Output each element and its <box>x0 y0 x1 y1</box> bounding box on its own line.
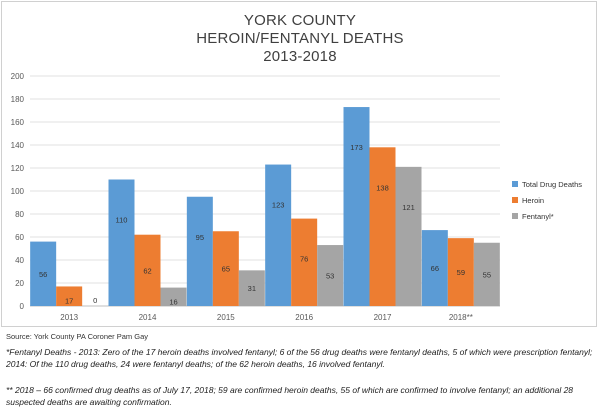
y-tick-label: 40 <box>15 256 24 265</box>
data-label: 17 <box>65 296 73 305</box>
legend-label: Fentanyl* <box>522 212 554 221</box>
data-label: 16 <box>169 298 177 307</box>
data-label: 62 <box>143 266 151 275</box>
bar <box>56 286 83 306</box>
data-label: 95 <box>196 233 204 242</box>
legend-label: Total Drug Deaths <box>522 180 583 189</box>
bar <box>265 164 292 306</box>
bar <box>421 230 448 306</box>
bar <box>395 166 422 306</box>
data-label: 173 <box>350 143 363 152</box>
footnote-2018: ** 2018 – 66 confirmed drug deaths as of… <box>6 385 574 407</box>
y-tick-label: 100 <box>11 187 25 196</box>
bar <box>186 196 213 306</box>
legend-label: Heroin <box>522 196 545 205</box>
y-tick-label: 120 <box>11 164 25 173</box>
chart-title-line-3: 2013-2018 <box>263 48 337 65</box>
data-label: 55 <box>483 270 491 279</box>
legend-item: Total Drug Deaths <box>512 180 582 190</box>
x-tick-label: 2015 <box>217 313 235 322</box>
x-tick-label: 2013 <box>60 313 78 322</box>
data-label: 138 <box>376 183 389 192</box>
bar <box>473 242 500 306</box>
bar <box>212 231 239 306</box>
y-tick-label: 180 <box>11 95 25 104</box>
data-label: 0 <box>93 296 97 305</box>
y-tick-label: 160 <box>11 118 25 127</box>
data-label: 123 <box>272 201 285 210</box>
bar <box>134 234 161 306</box>
y-tick-label: 140 <box>11 141 25 150</box>
bar <box>369 147 396 306</box>
x-tick-label: 2016 <box>295 313 313 322</box>
legend-swatch <box>512 181 518 187</box>
bar <box>317 245 344 306</box>
data-label: 56 <box>39 270 47 279</box>
bar <box>238 270 265 306</box>
data-label: 31 <box>248 284 256 293</box>
data-label: 66 <box>431 264 439 273</box>
bar-chart: 0 20 40 60 80 100 120 140 160 180 200 56 17 0 2013 110 6… <box>11 72 500 322</box>
legend-item: Heroin <box>512 196 544 206</box>
data-label: 121 <box>402 203 415 212</box>
x-tick-label: 2014 <box>139 313 157 322</box>
data-label: 110 <box>116 216 128 225</box>
footnote-fentanyl: *Fentanyl Deaths - 2013: Zero of the 17 … <box>6 347 593 369</box>
chart-title-line-2: HEROIN/FENTANYL DEATHS <box>196 30 404 47</box>
bar <box>30 241 57 306</box>
y-tick-label: 60 <box>15 233 24 242</box>
chart-title-line-1: YORK COUNTY <box>243 12 357 29</box>
x-tick-label: 2018** <box>449 313 473 322</box>
legend-item: Fentanyl* <box>512 212 554 222</box>
bar <box>447 238 474 306</box>
data-label: 59 <box>457 268 465 277</box>
legend-swatch <box>512 197 518 203</box>
data-label: 53 <box>326 272 334 281</box>
y-tick-label: 0 <box>20 302 25 311</box>
y-tick-label: 200 <box>11 72 25 81</box>
y-tick-label: 80 <box>15 210 24 219</box>
bar <box>343 107 370 306</box>
y-tick-label: 20 <box>15 279 24 288</box>
data-label: 76 <box>300 255 308 264</box>
x-tick-label: 2017 <box>374 313 392 322</box>
bar <box>108 179 135 306</box>
source-note: Source: York County PA Coroner Pam Gay <box>6 332 149 341</box>
bar <box>160 287 187 306</box>
legend-swatch <box>512 213 518 219</box>
data-label: 65 <box>222 265 230 274</box>
bar <box>291 218 318 306</box>
